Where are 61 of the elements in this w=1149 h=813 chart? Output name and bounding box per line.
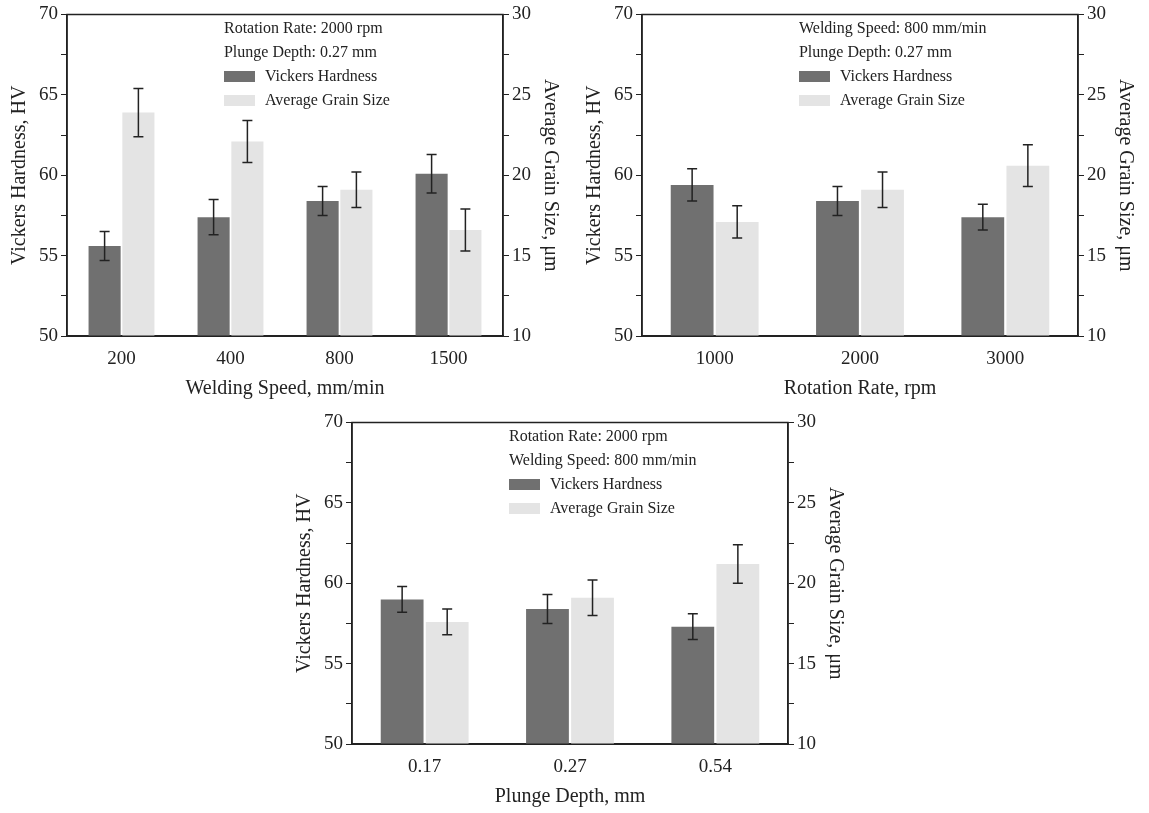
annotation: Plunge Depth: 0.27 mm [223,42,378,61]
y2-tick-label: 15 [797,651,816,673]
y2-tick-label: 30 [512,2,531,24]
y2-tick-label: 25 [512,82,531,104]
y2-axis-title: Average Grain Size, μm [1114,79,1138,272]
x-tick-label: 1000 [695,346,734,368]
annotation: Welding Speed: 800 mm/min [508,450,697,469]
y-tick-label: 70 [39,2,58,24]
legend-label: Average Grain Size [264,90,390,111]
y2-tick-label: 25 [797,490,816,512]
y-tick-label: 55 [614,243,633,265]
x-axis-title: Welding Speed, mm/min [185,376,385,400]
y2-tick-label: 30 [1087,2,1106,24]
y-tick-label: 55 [324,651,343,673]
y2-tick-label: 20 [512,163,531,185]
y-tick-label: 70 [614,2,633,24]
y2-tick-label: 20 [797,571,816,593]
y2-tick-label: 25 [1087,82,1106,104]
y2-axis-title: Average Grain Size, μm [539,79,563,272]
y2-tick-label: 30 [797,410,816,432]
legend-label: Average Grain Size [839,90,965,111]
y-tick-label: 50 [324,732,343,754]
annotation: Rotation Rate: 2000 rpm [223,18,384,37]
x-tick-label: 2000 [841,346,879,368]
y-tick-label: 65 [324,490,343,512]
legend-label: Vickers Hardness [264,66,378,87]
x-tick-label: 3000 [986,346,1025,368]
y-axis-title: Vickers Hardness, HV [582,85,605,265]
annotation: Rotation Rate: 2000 rpm [508,426,669,445]
y-axis-title: Vickers Hardness, HV [7,85,30,265]
y2-axis-title: Average Grain Size, μm [824,487,848,680]
x-axis-title: Rotation Rate, rpm [783,376,937,400]
y2-tick-label: 20 [1087,163,1106,185]
x-tick-label: 400 [216,346,245,368]
x-tick-label: 200 [107,346,136,368]
x-tick-label: 800 [325,346,354,368]
x-tick-label: 0.17 [408,754,442,776]
x-axis-title: Plunge Depth, mm [494,784,646,808]
y-tick-label: 55 [39,243,58,265]
x-tick-label: 1500 [429,346,468,368]
y2-tick-label: 10 [512,324,531,346]
y-tick-label: 65 [39,82,58,104]
annotation: Plunge Depth: 0.27 mm [798,42,953,61]
y-axis-title: Vickers Hardness, HV [292,493,315,673]
legend-label: Vickers Hardness [839,66,953,87]
y-tick-label: 60 [324,571,343,593]
x-tick-label: 0.54 [698,754,733,776]
legend-label: Average Grain Size [549,498,675,519]
y-tick-label: 70 [324,410,343,432]
y2-tick-label: 15 [1087,243,1106,265]
y-tick-label: 50 [39,324,58,346]
y-tick-label: 60 [39,163,58,185]
y2-tick-label: 10 [1087,324,1106,346]
y2-tick-label: 15 [512,243,531,265]
y2-tick-label: 10 [797,732,816,754]
legend-label: Vickers Hardness [549,474,663,495]
y-tick-label: 60 [614,163,633,185]
annotation: Welding Speed: 800 mm/min [798,18,987,37]
y-tick-label: 50 [614,324,633,346]
y-tick-label: 65 [614,82,633,104]
x-tick-label: 0.27 [553,754,587,776]
